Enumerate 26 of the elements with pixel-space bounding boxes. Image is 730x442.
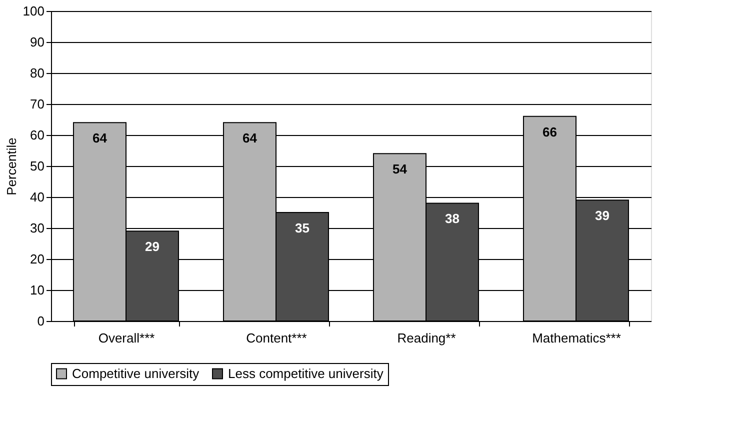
data-label: 35	[295, 220, 310, 236]
data-label: 66	[542, 124, 557, 140]
y-tick-label: 90	[30, 34, 44, 50]
y-tick-label: 60	[30, 128, 44, 142]
legend-label: Less competitive university	[228, 366, 384, 381]
y-tick-label: 40	[30, 190, 44, 204]
data-label: 64	[92, 130, 108, 146]
data-label: 29	[145, 239, 160, 254]
legend-label: Competitive university	[72, 366, 200, 381]
x-tick-label: Overall***	[98, 330, 155, 346]
data-label: 39	[595, 208, 610, 224]
y-tick-label: 0	[37, 314, 44, 328]
data-label: 64	[242, 130, 258, 146]
y-tick-label: 50	[30, 158, 44, 174]
x-tick-label: Mathematics***	[532, 330, 621, 346]
y-tick-label: 30	[30, 220, 44, 236]
y-tick-label: 80	[30, 66, 44, 80]
y-tick-label: 70	[30, 96, 44, 112]
y-axis-title: Percentile	[4, 138, 19, 196]
data-label: 38	[445, 211, 460, 226]
y-tick-label: 20	[30, 252, 44, 266]
y-tick-label: 100	[22, 4, 44, 18]
y-tick-label: 10	[30, 282, 44, 298]
data-label: 54	[392, 162, 408, 177]
x-tick-label: Reading**	[397, 330, 456, 346]
x-tick-label: Content***	[246, 330, 307, 346]
